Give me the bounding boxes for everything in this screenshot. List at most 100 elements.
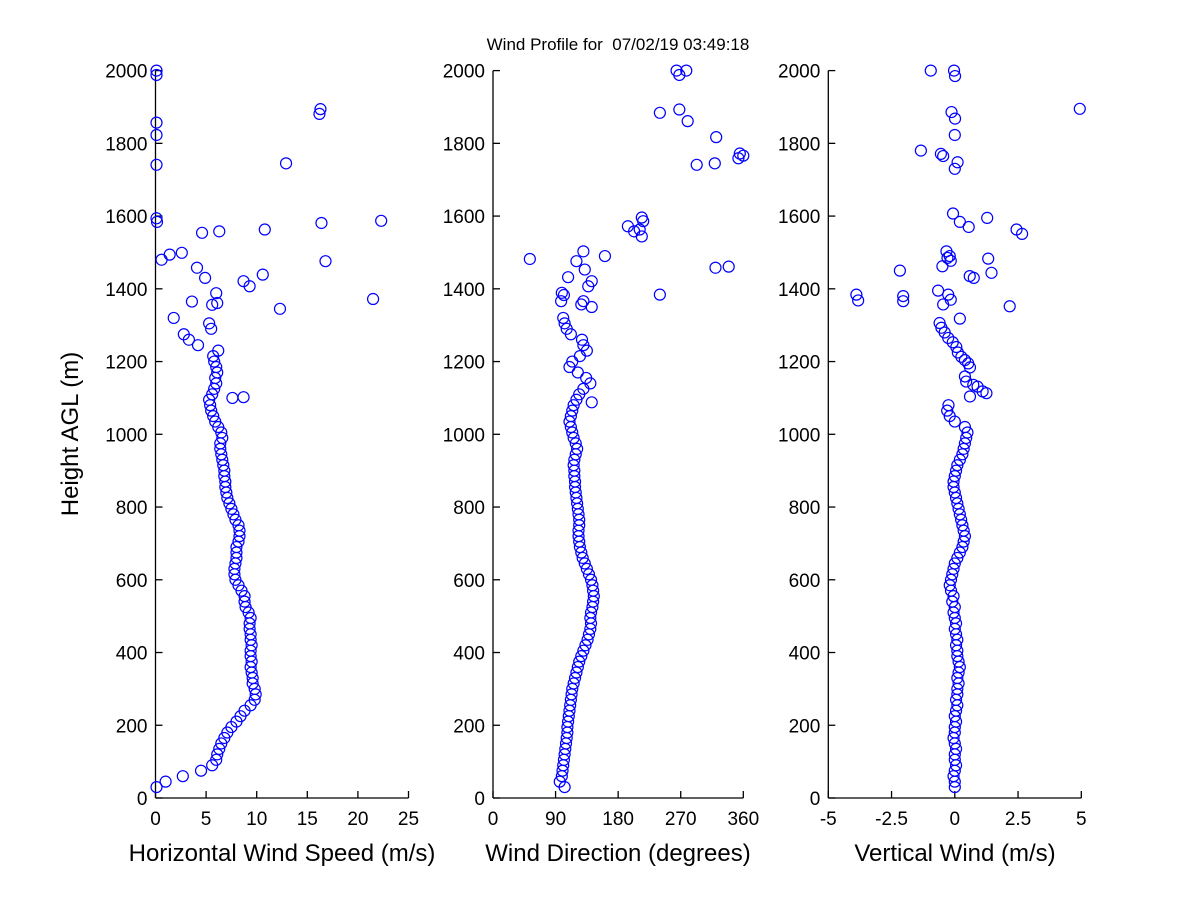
data-point-marker <box>195 226 209 239</box>
data-point-marker <box>947 590 960 603</box>
data-point-marker <box>314 103 327 116</box>
y-tick-label: 800 <box>453 498 485 519</box>
data-point-marker <box>955 350 968 363</box>
data-point-marker <box>256 268 269 281</box>
data-point-marker <box>850 288 863 301</box>
data-point-marker <box>951 551 964 565</box>
data-point-marker <box>852 294 865 307</box>
data-point-marker <box>198 271 212 285</box>
y-tick-label: 1400 <box>443 280 485 301</box>
data-point-marker <box>190 261 204 274</box>
data-point-marker <box>577 339 590 352</box>
data-point-marker <box>941 251 954 265</box>
data-point-marker <box>653 106 666 119</box>
data-point-marker <box>933 316 946 330</box>
x-tick-label: 25 <box>398 809 419 830</box>
data-point-marker <box>523 252 536 266</box>
data-point-marker <box>584 573 598 586</box>
data-point-marker <box>229 513 242 526</box>
data-point-marker <box>586 579 599 592</box>
data-point-marker <box>580 371 593 385</box>
data-point-marker <box>1003 300 1016 313</box>
data-point-marker <box>680 64 693 77</box>
data-point-marker <box>238 595 251 608</box>
subplot-2-axes <box>827 69 1082 799</box>
data-point-marker <box>315 216 328 230</box>
y-tick-label: 200 <box>116 716 148 737</box>
data-point-marker <box>577 644 590 657</box>
data-point-marker <box>958 370 972 383</box>
data-point-marker <box>211 296 224 310</box>
data-point-marker <box>635 230 648 243</box>
y-tick-label: 400 <box>116 644 148 665</box>
data-point-marker <box>948 128 961 142</box>
data-point-marker <box>709 261 722 274</box>
data-point-marker <box>150 64 163 77</box>
x-axis-label-horizontal-wind-speed: Horizontal Wind Speed (m/s) <box>129 840 436 867</box>
data-point-marker <box>575 333 589 346</box>
data-point-marker <box>233 524 246 537</box>
data-point-marker <box>733 147 746 160</box>
data-point-marker <box>560 322 573 335</box>
y-tick-label: 1800 <box>105 134 147 155</box>
data-point-marker <box>155 253 168 266</box>
data-point-marker <box>948 557 961 570</box>
data-point-marker <box>150 116 163 129</box>
data-point-marker <box>210 287 223 300</box>
y-tick-label: 0 <box>474 789 485 810</box>
data-point-marker <box>985 266 998 279</box>
x-tick-label: 0 <box>150 809 161 830</box>
subplot-1-markers <box>523 64 750 794</box>
data-point-marker <box>185 295 199 308</box>
data-point-marker <box>942 399 955 412</box>
y-tick-label: 1800 <box>443 134 485 155</box>
subplot-1: 0 90 180 270 360 0 200 400 600 800 1000 1200 1400 160… <box>443 62 759 830</box>
y-tick-label: 0 <box>137 789 148 810</box>
data-point-marker <box>963 269 976 283</box>
data-point-marker <box>1073 102 1086 115</box>
data-point-marker <box>940 245 953 258</box>
data-point-marker <box>244 611 257 625</box>
data-point-marker <box>635 211 648 224</box>
y-tick-label: 200 <box>789 716 821 737</box>
y-tick-label: 2000 <box>778 62 820 83</box>
data-point-marker <box>893 264 906 277</box>
subplot-2: -5 -2.5 0 2.5 5 0 200 400 600 800 1000 1200 1400 1600… <box>778 62 1087 830</box>
data-point-marker <box>580 562 593 575</box>
data-point-marker <box>366 292 380 306</box>
data-point-marker <box>981 211 994 224</box>
data-point-marker <box>953 312 966 325</box>
data-point-marker <box>653 288 666 301</box>
data-point-marker <box>176 770 189 783</box>
data-point-marker <box>211 366 224 379</box>
data-point-marker <box>934 147 947 160</box>
data-point-marker <box>150 128 163 142</box>
data-point-marker <box>708 157 721 170</box>
data-point-marker <box>953 215 966 228</box>
data-point-marker <box>690 158 703 171</box>
data-point-marker <box>958 354 972 367</box>
data-point-marker <box>571 660 584 674</box>
data-point-marker <box>216 431 229 445</box>
data-point-marker <box>159 775 172 788</box>
data-point-marker <box>319 255 332 268</box>
y-tick-label: 600 <box>789 571 821 592</box>
data-point-marker <box>249 688 262 701</box>
data-point-marker <box>967 378 980 391</box>
y-tick-label: 600 <box>116 571 148 592</box>
data-point-marker <box>555 295 568 308</box>
subplot-0-tick-labels: 0 5 10 15 20 25 0 200 400 600 800 1000 1200 1400 1600 1… <box>105 62 419 830</box>
data-point-marker <box>273 302 287 315</box>
data-point-marker <box>191 339 205 352</box>
data-point-marker <box>230 540 243 554</box>
y-tick-label: 1600 <box>778 207 820 228</box>
data-point-marker <box>941 404 954 417</box>
data-point-marker <box>258 223 271 236</box>
y-tick-label: 1400 <box>105 280 147 301</box>
data-point-marker <box>225 502 238 515</box>
data-point-marker <box>582 568 596 581</box>
data-point-marker <box>150 780 163 794</box>
data-point-marker <box>946 336 959 349</box>
